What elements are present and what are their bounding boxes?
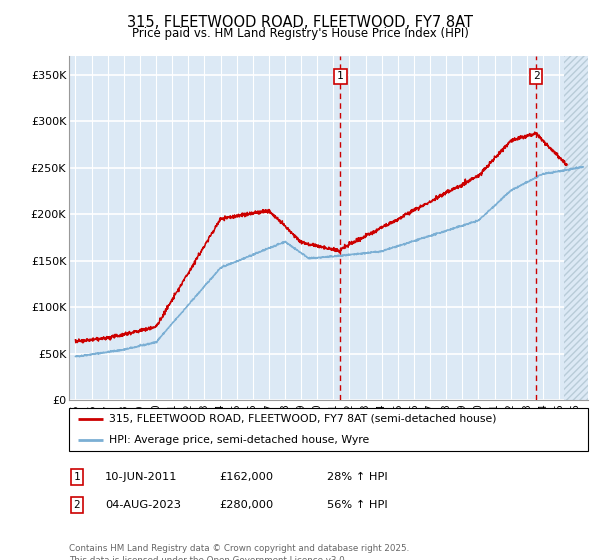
Text: 2: 2 [74, 500, 80, 510]
Bar [564, 56, 596, 400]
Text: 2: 2 [533, 72, 539, 81]
Text: HPI: Average price, semi-detached house, Wyre: HPI: Average price, semi-detached house,… [109, 435, 370, 445]
Text: 56% ↑ HPI: 56% ↑ HPI [327, 500, 388, 510]
Text: 315, FLEETWOOD ROAD, FLEETWOOD, FY7 8AT (semi-detached house): 315, FLEETWOOD ROAD, FLEETWOOD, FY7 8AT … [109, 414, 497, 424]
Text: 10-JUN-2011: 10-JUN-2011 [105, 472, 178, 482]
Text: 315, FLEETWOOD ROAD, FLEETWOOD, FY7 8AT: 315, FLEETWOOD ROAD, FLEETWOOD, FY7 8AT [127, 15, 473, 30]
Text: Price paid vs. HM Land Registry's House Price Index (HPI): Price paid vs. HM Land Registry's House … [131, 27, 469, 40]
Text: 1: 1 [74, 472, 80, 482]
Text: £162,000: £162,000 [219, 472, 273, 482]
Text: £280,000: £280,000 [219, 500, 273, 510]
Text: Contains HM Land Registry data © Crown copyright and database right 2025.
This d: Contains HM Land Registry data © Crown c… [69, 544, 409, 560]
Text: 1: 1 [337, 72, 344, 81]
Text: 28% ↑ HPI: 28% ↑ HPI [327, 472, 388, 482]
FancyBboxPatch shape [69, 408, 588, 451]
Text: 04-AUG-2023: 04-AUG-2023 [105, 500, 181, 510]
